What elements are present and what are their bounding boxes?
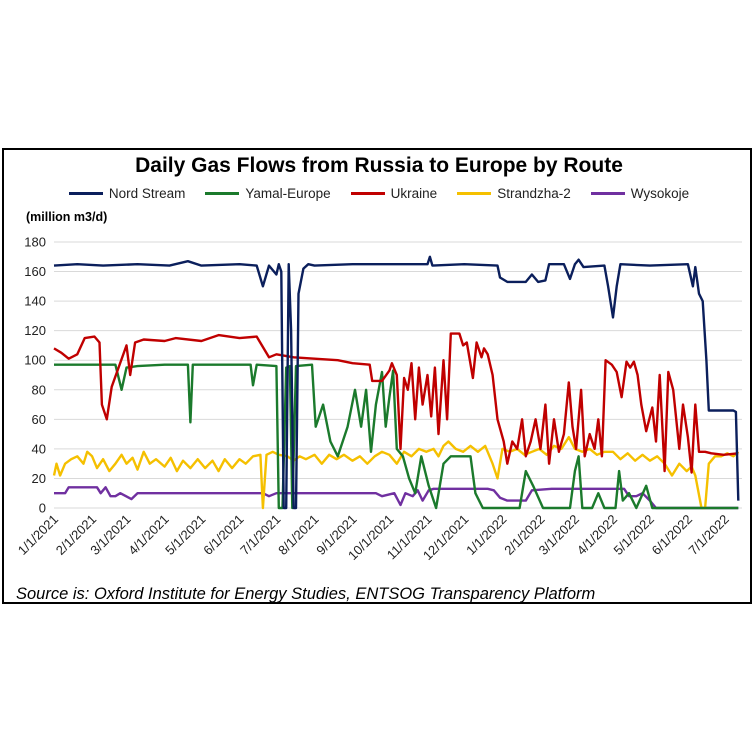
y-tick-label: 120 xyxy=(24,323,46,338)
chart-legend: Nord Stream Yamal-Europe Ukraine Strandzha-… xyxy=(4,186,754,201)
series-line-strandzha-2 xyxy=(52,435,740,510)
legend-swatch xyxy=(590,192,625,195)
x-tick-label: 1/1/2021 xyxy=(15,512,61,558)
legend-label: Wysokoje xyxy=(630,186,690,201)
legend-swatch xyxy=(205,192,240,195)
y-tick-label: 0 xyxy=(39,501,46,516)
series-line-wysokoje xyxy=(54,486,739,510)
legend-item: Wysokoje xyxy=(590,186,690,201)
legend-item: Strandzha-2 xyxy=(457,186,571,201)
x-tick-label: 5/1/2022 xyxy=(611,512,657,558)
legend-swatch xyxy=(457,192,492,195)
legend-label: Yamal-Europe xyxy=(245,186,331,201)
legend-item: Nord Stream xyxy=(68,186,186,201)
source-note: Source is: Oxford Institute for Energy S… xyxy=(16,585,596,603)
legend-swatch xyxy=(350,192,385,195)
x-tick-label: 1/1/2022 xyxy=(463,512,509,558)
legend-item: Ukraine xyxy=(350,186,438,201)
y-tick-label: 80 xyxy=(32,382,46,397)
legend-item: Yamal-Europe xyxy=(205,186,331,201)
legend-swatch xyxy=(68,192,103,195)
legend-label: Ukraine xyxy=(390,186,438,201)
series-line-yamal-europe xyxy=(54,363,739,510)
y-tick-label: 100 xyxy=(24,353,46,368)
y-tick-label: 60 xyxy=(32,412,46,427)
y-tick-label: 20 xyxy=(32,471,46,486)
y-tick-label: 160 xyxy=(24,264,46,279)
y-tick-label: 40 xyxy=(32,441,46,456)
y-tick-label: 180 xyxy=(24,235,46,250)
legend-label: Strandzha-2 xyxy=(497,186,571,201)
series-line-nord-stream xyxy=(53,255,740,510)
plot-area: 0204060801001201401601801/1/20212/1/2021… xyxy=(15,235,742,563)
legend-label: Nord Stream xyxy=(108,186,186,201)
y-tick-label: 140 xyxy=(24,294,46,309)
x-tick-label: 7/1/2022 xyxy=(686,512,732,558)
series-line-ukraine xyxy=(53,332,739,474)
x-tick-label: 7/1/2021 xyxy=(237,512,283,558)
y-axis-unit-label: (million m3/d) xyxy=(26,210,108,224)
x-tick-label: 5/1/2021 xyxy=(162,512,208,558)
x-tick-label: 8/1/2021 xyxy=(275,512,321,558)
chart-frame: Daily Gas Flows from Russia to Europe by… xyxy=(2,148,752,604)
chart-title: Daily Gas Flows from Russia to Europe by… xyxy=(135,154,623,177)
